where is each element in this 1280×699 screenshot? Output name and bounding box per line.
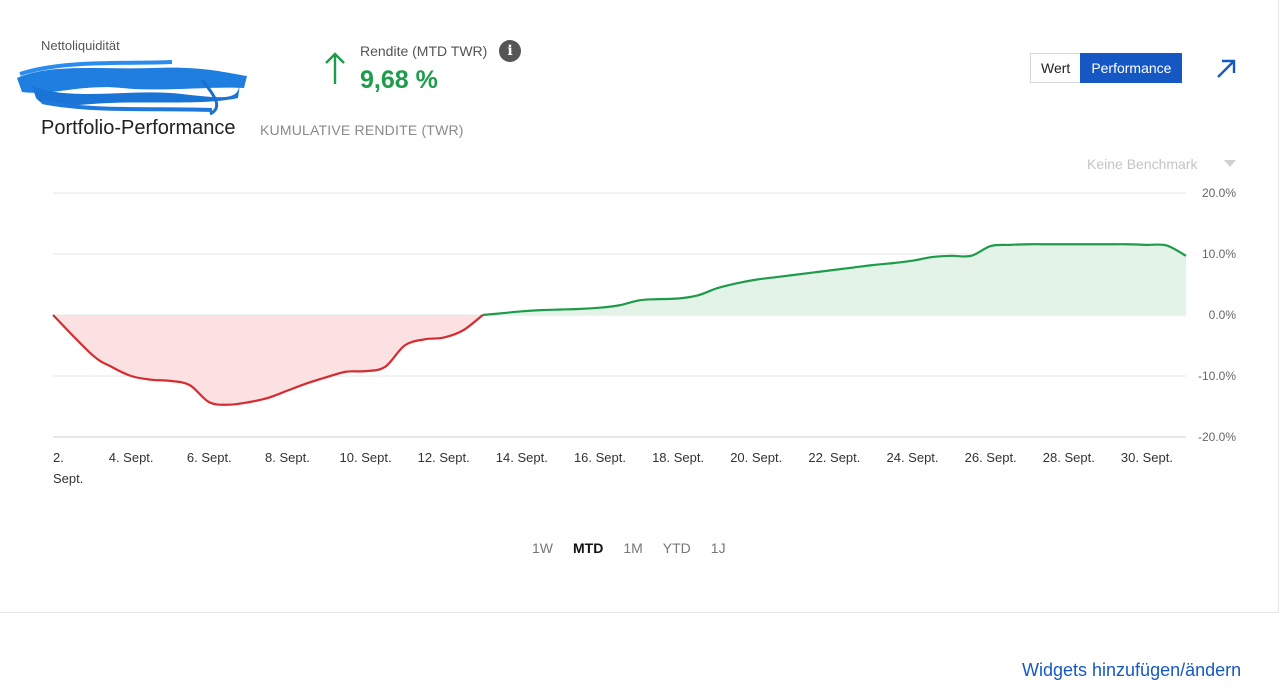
time-range-selector: 1W MTD 1M YTD 1J [522,540,736,556]
arrow-up-icon [325,52,345,84]
x-tick-label: 14. Sept. [496,450,548,465]
x-tick-label: 4. Sept. [109,450,154,465]
expand-arrow-icon[interactable] [1213,56,1239,82]
range-button-1m[interactable]: 1M [623,540,643,556]
y-tick-label: 20.0% [1202,186,1236,200]
negative-area [53,315,483,405]
widgets-add-change-link[interactable]: Widgets hinzufügen/ändern [1022,660,1242,680]
x-tick-label: 28. Sept. [1043,450,1095,465]
x-tick-label: 18. Sept. [652,450,704,465]
x-tick-label: 26. Sept. [965,450,1017,465]
x-tick-label: 16. Sept. [574,450,626,465]
widget-subtitle: KUMULATIVE RENDITE (TWR) [260,122,464,138]
positive-series-line [482,243,1187,317]
widget-title: Portfolio-Performance [41,117,236,139]
rendite-label: Rendite (MTD TWR) [360,43,488,59]
x-tick-label: 8. Sept. [265,450,310,465]
info-icon[interactable]: i [499,40,521,62]
x-tick-label: 10. Sept. [340,450,392,465]
performance-chart: 20.0% 10.0% 0.0% -10.0% -20.0% 2. Sept. 4. Sept… [52,186,1237,486]
net-liquidity-label: Nettoliquidität [41,38,120,53]
y-tick-label: -10.0% [1198,369,1236,383]
toggle-performance-button[interactable]: Performance [1080,53,1183,83]
x-tick-label: 30. Sept. [1121,450,1173,465]
positive-area [482,244,1186,315]
y-tick-label: 0.0% [1209,308,1237,322]
benchmark-dropdown[interactable]: Keine Benchmark [1087,156,1198,172]
y-tick-label: -20.0% [1198,430,1236,444]
x-tick-label: 22. Sept. [808,450,860,465]
range-button-ytd[interactable]: YTD [662,540,691,556]
toggle-wert-button[interactable]: Wert [1030,53,1081,83]
x-tick-label: 2. Sept. [53,450,83,486]
x-tick-label: 20. Sept. [730,450,782,465]
range-button-1j[interactable]: 1J [710,540,726,556]
redacted-net-liquidity-value [17,60,247,116]
negative-series-line [52,314,484,406]
portfolio-performance-card: Nettoliquidität Rendite (MTD TWR) i 9,68… [0,0,1279,613]
value-performance-toggle: Wert Performance [1030,53,1183,83]
x-tick-label: 24. Sept. [886,450,938,465]
range-button-1w[interactable]: 1W [532,540,553,556]
x-tick-label: 6. Sept. [187,450,232,465]
chevron-down-icon[interactable] [1224,160,1236,167]
y-tick-label: 10.0% [1202,247,1236,261]
range-button-mtd[interactable]: MTD [573,540,604,556]
x-tick-label: 12. Sept. [418,450,470,465]
rendite-value: 9,68 % [360,66,438,94]
